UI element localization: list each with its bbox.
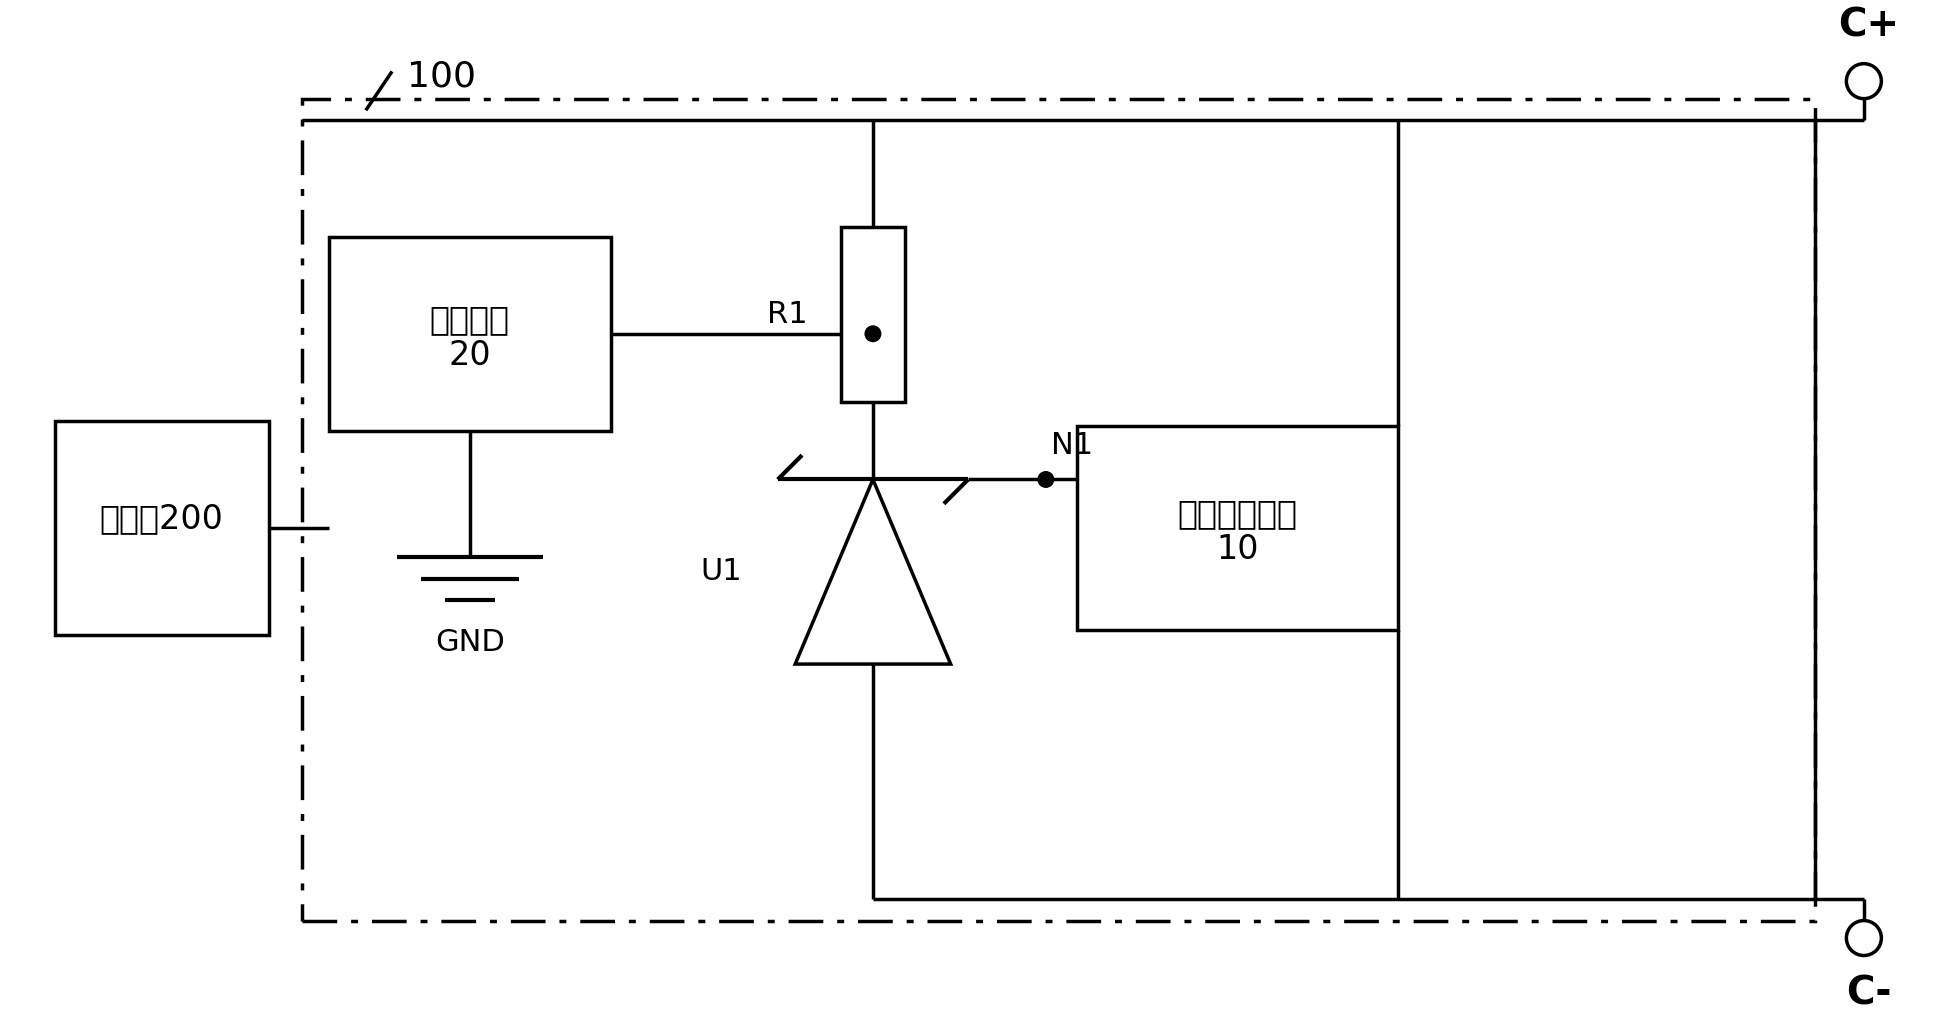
Circle shape <box>866 326 882 341</box>
Circle shape <box>1847 920 1882 956</box>
Circle shape <box>1037 472 1053 487</box>
Text: 唤醒支路: 唤醒支路 <box>430 303 510 335</box>
Text: C-: C- <box>1847 975 1892 1013</box>
FancyBboxPatch shape <box>1076 426 1397 630</box>
Text: R1: R1 <box>767 300 808 329</box>
Text: 100: 100 <box>407 59 475 94</box>
FancyBboxPatch shape <box>841 227 905 401</box>
Text: 20: 20 <box>448 338 490 372</box>
Circle shape <box>1847 63 1882 99</box>
Text: 10: 10 <box>1216 533 1259 566</box>
Text: GND: GND <box>434 628 504 657</box>
FancyBboxPatch shape <box>329 236 611 431</box>
Text: U1: U1 <box>701 557 741 586</box>
FancyBboxPatch shape <box>54 421 269 635</box>
Text: 第一分压支路: 第一分压支路 <box>1177 497 1298 530</box>
Text: 控制器200: 控制器200 <box>99 501 224 535</box>
Text: N1: N1 <box>1051 431 1094 460</box>
Text: C+: C+ <box>1839 6 1899 44</box>
Polygon shape <box>796 480 952 664</box>
